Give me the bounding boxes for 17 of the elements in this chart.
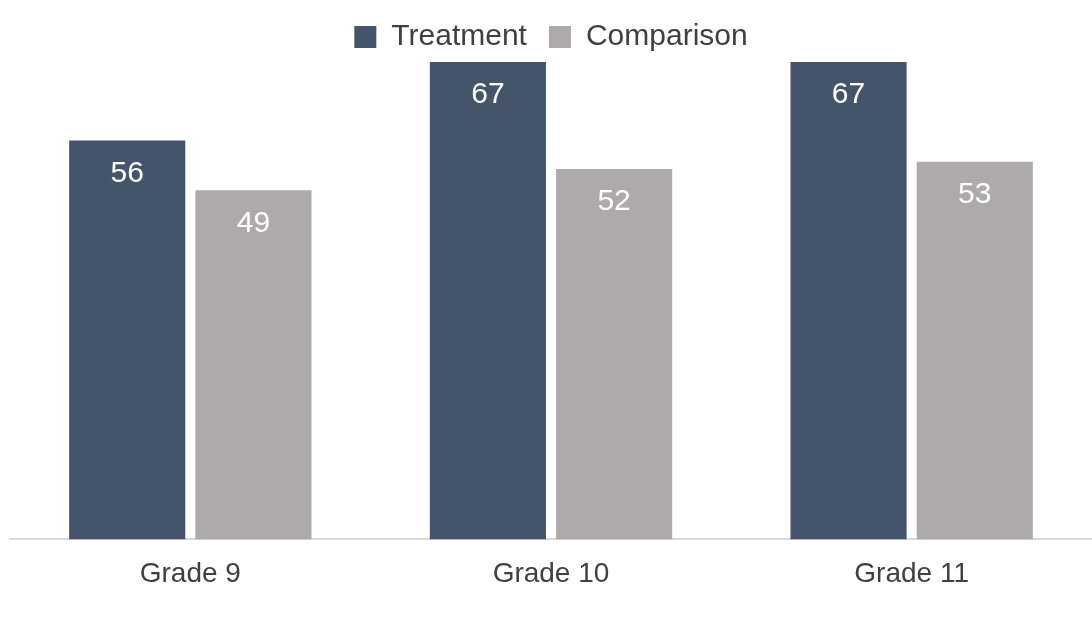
legend-label: Treatment bbox=[391, 18, 528, 52]
x-tick-label: Grade 10 bbox=[492, 556, 610, 588]
data-label: 56 bbox=[110, 154, 144, 188]
x-tick-label: Grade 9 bbox=[139, 556, 241, 588]
bar bbox=[556, 168, 673, 540]
data-label: 53 bbox=[958, 176, 992, 210]
bar bbox=[916, 161, 1033, 540]
data-label: 49 bbox=[236, 204, 271, 238]
bar bbox=[69, 140, 186, 540]
x-tick-label: Grade 11 bbox=[854, 556, 969, 588]
bar bbox=[790, 62, 907, 540]
data-label: 67 bbox=[471, 76, 505, 110]
bar bbox=[195, 190, 312, 540]
legend-label: Comparison bbox=[585, 18, 748, 52]
bar bbox=[429, 62, 546, 540]
data-label: 52 bbox=[597, 183, 631, 217]
data-label: 67 bbox=[831, 76, 866, 110]
